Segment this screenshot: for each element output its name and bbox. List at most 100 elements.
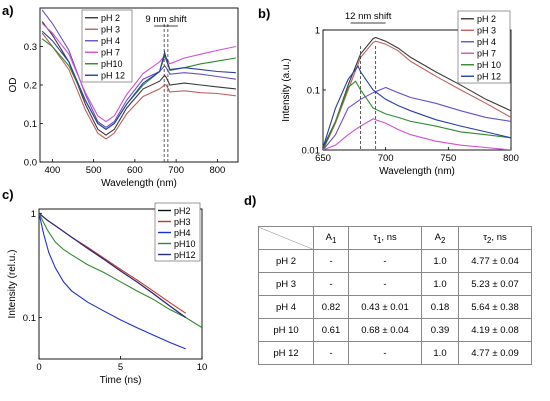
panel-a-series-1 xyxy=(41,32,236,140)
table-cell: 5.64 ± 0.38 xyxy=(458,295,532,319)
panel-a-legend-box xyxy=(81,9,133,83)
panel-c-label: c) xyxy=(2,187,14,202)
panel-b-ytick-label: 1 xyxy=(315,26,320,37)
panel-c-series-2 xyxy=(39,213,186,350)
table-cell: 0.39 xyxy=(421,318,459,342)
table-cell: - xyxy=(313,341,349,365)
panel-c-xtick-label: 5 xyxy=(118,362,123,373)
table-cell: - xyxy=(313,249,349,273)
panel-a-series-0 xyxy=(41,21,236,136)
table-row-header: pH 3 xyxy=(258,272,314,296)
table-header-a2: A2 xyxy=(421,226,459,250)
panel-b-ylabel: Intensity (a.u.) xyxy=(281,58,292,121)
table-header-tau1: τ1, ns xyxy=(348,226,422,250)
panel-c-legend-label: pH3 xyxy=(174,217,191,227)
panel-a-ytick-label: 0.0 xyxy=(24,158,37,169)
table-cell: - xyxy=(313,272,349,296)
panel-b-xtick-label: 650 xyxy=(315,153,331,164)
table-cell: 1.0 xyxy=(421,341,459,365)
panel-a-annotation: 9 nm shift xyxy=(145,14,187,25)
panel-b-xlabel: Wavelength (nm) xyxy=(379,166,455,177)
panel-b-ytick-label: 0.01 xyxy=(302,146,321,157)
panel-a-ylabel: OD xyxy=(8,78,19,93)
panel-c-series-3 xyxy=(39,213,202,329)
panel-a-legend-label: pH 12 xyxy=(101,71,125,81)
table-row: pH 12- -1.0 4.77 ± 0.09 xyxy=(258,341,532,365)
table-row-header: pH 12 xyxy=(258,341,314,365)
panel-b-legend-label: pH 12 xyxy=(477,72,501,82)
table-header-a1: A1 xyxy=(313,226,349,250)
panel-c-series-4 xyxy=(39,212,187,318)
table-cell: 0.43 ± 0.01 xyxy=(348,295,422,319)
panel-c-xtick-label: 10 xyxy=(197,362,208,373)
panel-a-ytick-label: 0.3 xyxy=(24,42,37,53)
panel-b-xtick-label: 700 xyxy=(378,153,394,164)
table-cell: 0.68 ± 0.04 xyxy=(348,318,422,342)
panel-a-series-5 xyxy=(41,30,236,130)
table-header-row: A1 τ1, ns A2 τ2, ns xyxy=(258,226,532,250)
panel-b-legend-label: pH 2 xyxy=(477,14,496,24)
panel-a-legend-label: pH 7 xyxy=(101,48,120,58)
table-cell: 5.23 ± 0.07 xyxy=(458,272,532,296)
panel-b-label: b) xyxy=(258,6,271,21)
panel-a-xtick-label: 500 xyxy=(86,165,102,176)
panel-c-xtick-label: 0 xyxy=(36,362,41,373)
panel-c-legend-label: pH4 xyxy=(174,228,191,238)
panel-b-series-5 xyxy=(323,65,511,148)
panel-b-legend-label: pH 7 xyxy=(477,49,496,59)
table-cell: 4.19 ± 0.08 xyxy=(458,318,532,342)
panel-a-label: a) xyxy=(2,3,14,18)
panel-b-series-3 xyxy=(323,118,511,150)
panel-b-legend-box xyxy=(457,10,511,84)
panel-a-xlabel: Wavelength (nm) xyxy=(101,178,177,189)
panel-b-legend-label: pH 3 xyxy=(477,26,496,36)
panel-a-legend-label: pH 3 xyxy=(101,25,120,35)
panel-a-xtick-label: 700 xyxy=(168,165,184,176)
panel-b-ytick-label: 0.1 xyxy=(307,86,320,97)
table-cell: 0.61 xyxy=(313,318,349,342)
table-cell: 4.77 ± 0.04 xyxy=(458,249,532,273)
table-header-tau2: τ2, ns xyxy=(458,226,532,250)
panel-d-label: d) xyxy=(244,193,257,208)
table-row: pH 4 0.82 0.43 ± 0.01 0.18 5.64 ± 0.38 xyxy=(258,295,532,319)
panel-a-xtick-label: 600 xyxy=(127,165,143,176)
panel-a-xtick-label: 400 xyxy=(44,165,60,176)
table-cell: 0.18 xyxy=(421,295,459,319)
table-corner xyxy=(258,226,314,250)
table-cell: 4.77 ± 0.09 xyxy=(458,341,532,365)
panel-c-ytick-label: 1 xyxy=(31,209,36,220)
panel-c-legend-label: pH2 xyxy=(174,206,191,216)
panel-a-xtick-label: 800 xyxy=(209,165,225,176)
panel-c-xlabel: Time (ns) xyxy=(100,375,142,386)
panel-b-xtick-label: 800 xyxy=(503,153,519,164)
table-row: pH 2- -1.0 4.77 ± 0.04 xyxy=(258,249,532,273)
panel-c-legend-label: pH12 xyxy=(174,250,196,260)
panel-b-legend-label: pH 4 xyxy=(477,37,496,47)
panel-a-ytick-label: 0.2 xyxy=(24,81,37,92)
panel-b-series-0 xyxy=(323,36,511,148)
table-cell: - xyxy=(348,341,422,365)
panel-c-legend-label: pH10 xyxy=(174,239,196,249)
panel-a-legend-label: pH10 xyxy=(101,59,123,69)
table-cell: - xyxy=(348,272,422,296)
table-row-header: pH 2 xyxy=(258,249,314,273)
table-cell: 0.82 xyxy=(313,295,349,319)
panel-c-ylabel: Intensity (rel.u.) xyxy=(7,250,18,319)
table-cell: 1.0 xyxy=(421,272,459,296)
panel-a-series-3 xyxy=(41,22,237,123)
fit-table: A1 τ1, ns A2 τ2, ns pH 2- -1.0 4.77 ± 0.04… xyxy=(258,226,532,365)
panel-a-legend-label: pH 4 xyxy=(101,36,120,46)
panel-b-series-1 xyxy=(323,40,511,150)
panel-b-series-4 xyxy=(323,80,511,150)
table-cell: 1.0 xyxy=(421,249,459,273)
panel-a-legend-label: pH 2 xyxy=(101,13,120,23)
panel-b-series-2 xyxy=(323,86,511,150)
table-row-header: pH 10 xyxy=(258,318,314,342)
panel-b-legend-label: pH 10 xyxy=(477,60,501,70)
table-row: pH 10 0.61 0.68 ± 0.04 0.39 4.19 ± 0.08 xyxy=(258,318,532,342)
table-cell: - xyxy=(348,249,422,273)
panel-b-annotation: 12 nm shift xyxy=(345,11,392,22)
table-row-header: pH 4 xyxy=(258,295,314,319)
panel-b-xtick-label: 750 xyxy=(440,153,456,164)
